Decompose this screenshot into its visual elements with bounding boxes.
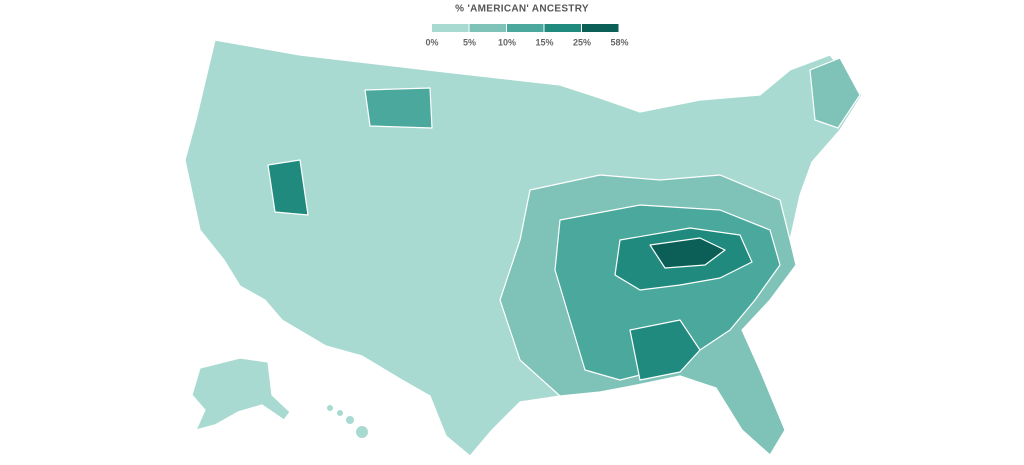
legend-swatch (582, 24, 619, 32)
legend-title: % 'AMERICAN' ANCESTRY (455, 4, 589, 15)
kentucky-core (649, 237, 726, 269)
maine-patch (809, 57, 861, 129)
legend-swatch (469, 24, 506, 32)
legend-swatch (507, 24, 544, 32)
montana-patch (364, 87, 433, 129)
legend-tick-label: 5% (463, 37, 476, 47)
legend-tick-label: 25% (573, 37, 591, 47)
legend-swatch (432, 24, 469, 32)
hawaii (327, 405, 368, 438)
legend: 0% 5% 10% 15% 25% 58% (425, 24, 629, 47)
legend-swatch (544, 24, 581, 32)
hawaii-island (327, 405, 333, 411)
hawaii-island (346, 416, 354, 424)
legend-tick-label: 15% (535, 37, 553, 47)
us-map (184, 39, 863, 457)
legend-tick-label: 10% (498, 37, 516, 47)
legend-tick-label: 0% (425, 37, 438, 47)
deep-south-core (629, 319, 701, 381)
mountain-west-patch (267, 159, 309, 216)
legend-tick-label: 58% (610, 37, 628, 47)
hawaii-island (356, 426, 368, 438)
hawaii-island (337, 410, 343, 416)
alaska (191, 357, 291, 431)
